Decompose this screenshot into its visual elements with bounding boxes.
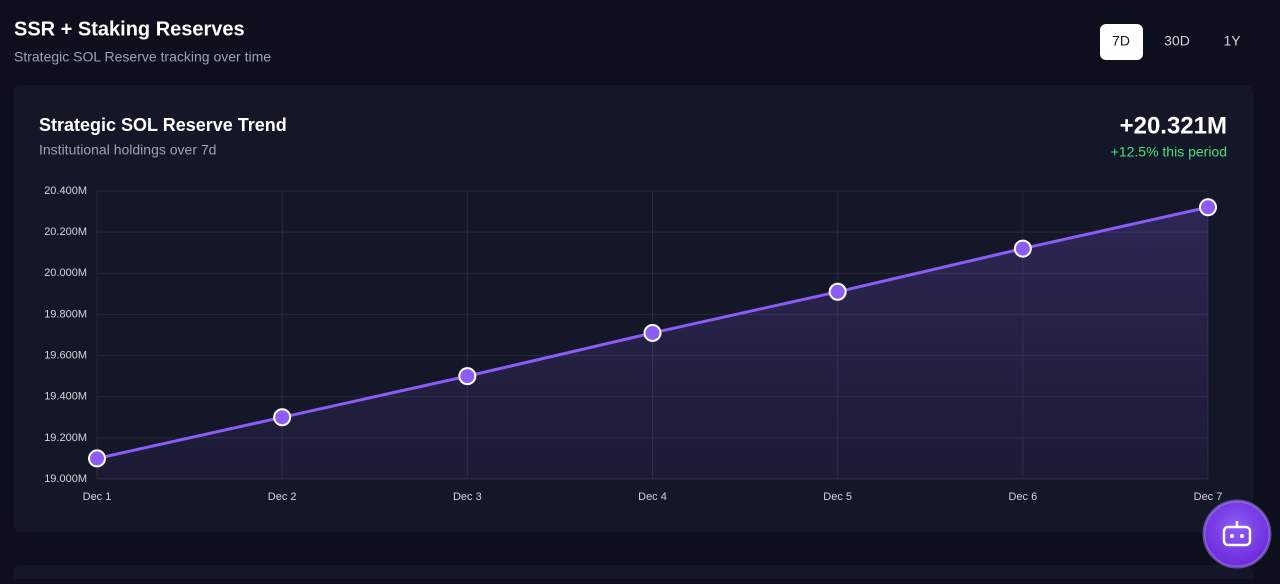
- point: [1013, 239, 1032, 258]
- x-tick-label: Dec 4: [638, 491, 667, 503]
- point: [458, 367, 477, 386]
- chart-subtitle: Institutional holdings over 7d: [39, 142, 216, 158]
- tab[interactable]: 30D: [1164, 33, 1190, 49]
- y-tick-label: 19.600M: [44, 349, 87, 361]
- point: [828, 282, 847, 301]
- y-tick-label: 19.200M: [44, 432, 87, 444]
- card: [13, 565, 1253, 584]
- point: [88, 449, 106, 468]
- tab-active[interactable]: [1100, 24, 1143, 60]
- bot-icon: [1230, 534, 1234, 538]
- y-tick-label: 19.800M: [44, 308, 87, 320]
- page-title: SSR + Staking Reserves: [14, 18, 245, 40]
- summary-value: +20.321M: [1120, 112, 1227, 139]
- y-tick-label: 19.000M: [44, 473, 87, 485]
- x-tick-label: Dec 5: [823, 491, 852, 503]
- page-subtitle: Strategic SOL Reserve tracking over time: [14, 49, 271, 65]
- point: [643, 323, 662, 342]
- summary-change: +12.5% this period: [1111, 144, 1227, 160]
- x-tick-label: Dec 2: [268, 491, 297, 503]
- chart-title: Strategic SOL Reserve Trend: [39, 115, 287, 135]
- assistant-button[interactable]: [1202, 499, 1272, 569]
- y-tick-label: 20.000M: [44, 267, 87, 279]
- plot: 19.000M 19.200M 19.400M 19.600M 19.800M 20.00…: [44, 185, 1222, 503]
- tab[interactable]: 1Y: [1223, 33, 1241, 49]
- tab[interactable]: 7D: [1112, 33, 1130, 49]
- point: [1199, 198, 1217, 217]
- y-tick-label: 20.200M: [44, 226, 87, 238]
- y-tick-label: 20.400M: [44, 185, 87, 197]
- x-tick-label: Dec 7: [1194, 491, 1223, 503]
- x-tick-label: Dec 6: [1008, 491, 1037, 503]
- bot-icon: [1240, 534, 1244, 538]
- area: [97, 207, 1208, 479]
- point: [273, 408, 292, 427]
- y-tick-label: 19.400M: [44, 391, 87, 403]
- x-tick-label: Dec 3: [453, 491, 482, 503]
- x-tick-label: Dec 1: [83, 491, 112, 503]
